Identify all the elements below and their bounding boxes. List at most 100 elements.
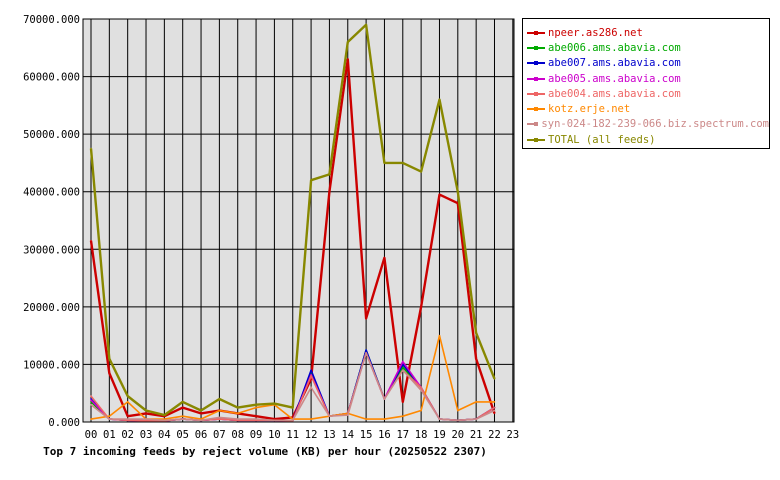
data-point [346,58,349,61]
data-point [200,412,202,415]
data-point [383,398,386,400]
data-point [218,416,221,419]
legend-item: abe004.ams.abavia.com [527,86,769,101]
data-point [108,372,111,374]
data-point [181,401,184,403]
data-point [493,409,496,412]
data-point [108,418,111,420]
data-point [401,162,404,164]
data-point [236,412,239,415]
data-point [310,418,312,420]
x-tick-label: 11 [286,429,299,441]
legend-label: abe006.ams.abavia.com [548,41,681,54]
data-point [328,190,331,193]
legend-swatch [527,136,545,144]
data-point [126,395,129,397]
legend-item: abe005.ams.abavia.com [527,71,769,86]
x-tick-label: 07 [213,429,226,441]
x-tick-label: 08 [231,429,244,441]
data-point [218,418,221,420]
data-point [181,406,184,409]
data-point [493,401,496,403]
data-point [401,360,404,363]
chart-title: Top 7 incoming feeds by reject volume (K… [43,445,487,458]
data-point [126,418,129,420]
data-point [273,419,276,422]
data-point [457,190,459,193]
data-point [420,306,422,308]
data-point [438,98,441,101]
x-tick-label: 02 [121,429,134,441]
data-point [346,414,349,416]
legend-item: TOTAL (all feeds) [527,132,769,147]
data-point [365,352,367,354]
y-tick-label: 10000.000 [23,359,80,371]
data-point [90,399,92,401]
data-point [328,173,331,176]
data-point [126,415,129,418]
legend-item: abe006.ams.abavia.com [527,40,769,55]
data-point [383,257,386,259]
data-point [291,406,294,409]
data-point [457,409,459,412]
data-point [90,395,92,397]
x-tick-label: 20 [451,429,464,441]
legend-swatch [527,29,545,37]
x-tick-label: 19 [433,429,446,441]
data-point [255,415,257,418]
plot-frame [82,18,515,423]
data-point [236,406,239,409]
data-point [200,419,202,422]
data-point [401,401,404,403]
data-point [365,418,367,420]
data-point [181,415,184,418]
data-point [145,420,147,422]
data-point [310,375,312,377]
data-point [273,402,276,405]
data-point [291,419,294,422]
legend: npeer.as286.net abe006.ams.abavia.com abe0… [522,18,770,149]
legend-item: abe007.ams.abavia.com [527,56,769,71]
data-point [310,373,312,376]
x-tick-label: 18 [415,429,428,441]
data-point [90,398,92,400]
data-point [420,386,422,389]
data-point [401,366,404,369]
y-tick-label: 60000.000 [23,72,80,84]
data-point [475,418,477,420]
y-tick-label: 0.000 [48,417,80,429]
data-point [493,412,496,415]
x-tick-label: 09 [250,429,263,441]
data-point [90,403,92,406]
data-point [346,41,349,43]
data-point [218,398,221,400]
data-point [310,386,312,389]
data-point [126,401,129,403]
data-point [420,409,422,412]
legend-swatch [527,75,545,83]
y-tick-label: 40000.000 [23,187,80,199]
legend-swatch [527,44,545,52]
data-point [218,409,221,412]
data-point [383,418,386,420]
x-tick-label: 21 [470,429,483,441]
y-tick-label: 70000.000 [23,14,80,26]
x-tick-label: 17 [396,429,409,441]
legend-swatch [527,59,545,67]
x-tick-label: 15 [360,429,373,441]
data-point [255,403,257,406]
data-point [90,147,92,150]
legend-item: npeer.as286.net [527,25,769,40]
data-point [90,239,92,242]
y-tick-label: 30000.000 [23,244,80,256]
legend-label: TOTAL (all feeds) [548,133,656,146]
legend-label: abe007.ams.abavia.com [548,57,681,70]
data-point [163,414,166,416]
data-point [236,418,239,420]
data-point [420,170,422,173]
data-point [310,369,312,371]
legend-swatch [527,120,539,128]
legend-item: kotz.erje.net [527,101,769,116]
data-point [108,415,111,418]
data-point [383,162,386,164]
